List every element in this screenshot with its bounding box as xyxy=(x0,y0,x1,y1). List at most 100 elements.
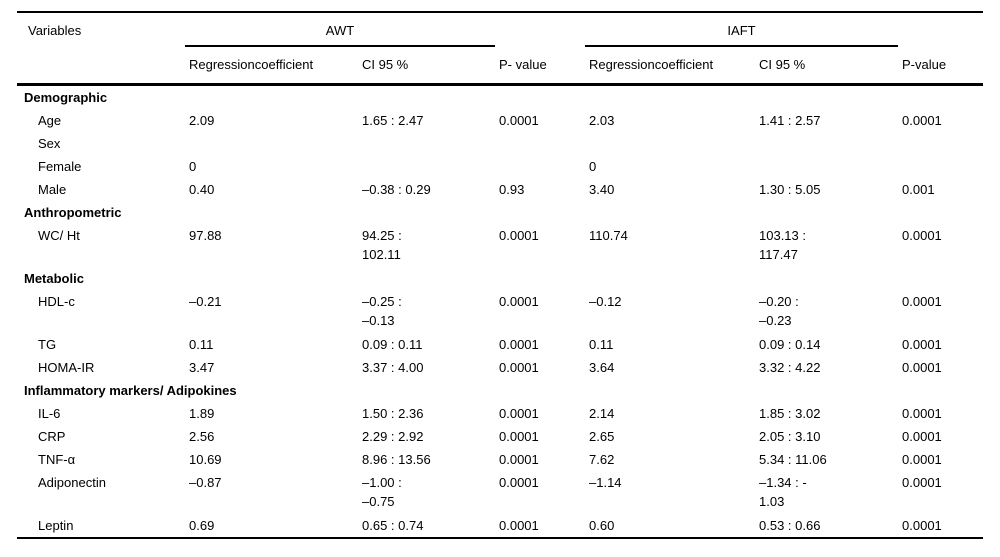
cell-iaft-coef: 3.64 xyxy=(589,359,615,375)
section-row-inflammatory-markers: Inflammatory markers/ Adipokines xyxy=(17,379,983,402)
cell-iaft-p: 0.0001 xyxy=(902,428,942,444)
cell-awt-coef: 0.40 xyxy=(189,181,215,197)
column-group-iaft: IAFT xyxy=(585,12,899,47)
cell-iaft-p: 0.0001 xyxy=(902,359,942,375)
cell-iaft-p: 0.0001 xyxy=(902,336,942,352)
cell-iaft-p: 0.0001 xyxy=(902,451,942,467)
cell-iaft-coef: 7.62 xyxy=(589,451,615,467)
row-label: TG xyxy=(38,336,57,352)
section-row-demographic: Demographic xyxy=(17,84,983,109)
cell-awt-p: 0.0001 xyxy=(499,451,539,467)
row-label: CRP xyxy=(38,428,66,444)
cell-iaft-ci: 1.85 : 3.02 xyxy=(759,405,821,421)
cell-awt-coef: 0.11 xyxy=(189,336,214,352)
cell-iaft-ci: –1.34 : - 1.03 xyxy=(759,474,807,509)
cell-iaft-p xyxy=(898,132,983,155)
cell-awt-p: 0.0001 xyxy=(499,359,539,375)
cell-awt-coef: –0.87 xyxy=(189,474,222,490)
section-row-anthropometric: Anthropometric xyxy=(17,201,983,224)
table-row-age: Age 2.09 1.65 : 2.47 0.0001 2.03 1.41 : … xyxy=(17,109,983,132)
column-header-awt-ci95: CI 95 % xyxy=(358,46,495,86)
table-row-homa-ir: HOMA-IR 3.47 3.37 : 4.00 0.0001 3.64 3.3… xyxy=(17,356,983,379)
cell-awt-ci xyxy=(358,155,495,178)
section-label: Anthropometric xyxy=(24,204,122,220)
table-row-wc-ht: WC/ Ht 97.88 94.25 : 102.11 0.0001 110.7… xyxy=(17,224,983,267)
table-row-sex: Sex xyxy=(17,132,983,155)
section-label: Inflammatory markers/ Adipokines xyxy=(24,382,237,398)
column-header-awt-regression-coefficient: Regressioncoefficient xyxy=(185,46,358,86)
column-header-awt-p-value: P- value xyxy=(495,12,585,86)
table-row-crp: CRP 2.56 2.29 : 2.92 0.0001 2.65 2.05 : … xyxy=(17,425,983,448)
cell-iaft-coef: –1.14 xyxy=(589,474,622,490)
cell-awt-ci: 1.65 : 2.47 xyxy=(362,112,424,128)
cell-awt-p: 0.0001 xyxy=(499,474,539,490)
table-row-il-6: IL-6 1.89 1.50 : 2.36 0.0001 2.14 1.85 :… xyxy=(17,402,983,425)
cell-iaft-ci: 0.09 : 0.14 xyxy=(759,336,821,352)
table-row-tnf-alpha: TNF-α 10.69 8.96 : 13.56 0.0001 7.62 5.3… xyxy=(17,448,983,471)
cell-awt-coef: 97.88 xyxy=(189,227,222,243)
table-row-male: Male 0.40 –0.38 : 0.29 0.93 3.40 1.30 : … xyxy=(17,178,983,201)
cell-awt-ci: 0.65 : 0.74 xyxy=(362,517,424,533)
cell-awt-coef: 2.09 xyxy=(189,112,215,128)
cell-iaft-ci: 3.32 : 4.22 xyxy=(759,359,821,375)
cell-awt-p: 0.0001 xyxy=(499,336,539,352)
row-label: Female xyxy=(38,158,82,174)
cell-iaft-p: 0.0001 xyxy=(902,227,942,243)
cell-iaft-coef: –0.12 xyxy=(589,293,622,309)
cell-iaft-ci: 2.05 : 3.10 xyxy=(759,428,821,444)
cell-awt-p xyxy=(495,155,585,178)
cell-iaft-ci: 5.34 : 11.06 xyxy=(759,451,827,467)
row-label: HOMA-IR xyxy=(38,359,95,375)
table-row-leptin: Leptin 0.69 0.65 : 0.74 0.0001 0.60 0.53… xyxy=(17,514,983,538)
cell-awt-ci: 3.37 : 4.00 xyxy=(362,359,424,375)
cell-iaft-ci: 0.53 : 0.66 xyxy=(759,517,821,533)
cell-iaft-coef: 2.03 xyxy=(589,112,615,128)
section-label: Metabolic xyxy=(24,270,84,286)
cell-iaft-ci xyxy=(755,155,898,178)
row-label: TNF-α xyxy=(38,451,76,467)
cell-iaft-ci xyxy=(755,132,898,155)
cell-awt-coef: 0 xyxy=(189,158,197,174)
cell-awt-coef: –0.21 xyxy=(189,293,222,309)
cell-awt-ci: 8.96 : 13.56 xyxy=(362,451,431,467)
cell-awt-coef: 3.47 xyxy=(189,359,215,375)
cell-iaft-p: 0.0001 xyxy=(902,405,942,421)
section-row-metabolic: Metabolic xyxy=(17,267,983,290)
row-label: Leptin xyxy=(38,517,74,533)
row-label: IL-6 xyxy=(38,405,61,421)
cell-awt-ci: –1.00 : –0.75 xyxy=(362,474,402,509)
cell-iaft-p: 0.0001 xyxy=(902,474,942,490)
cell-awt-ci: –0.25 : –0.13 xyxy=(362,293,402,328)
cell-awt-p: 0.0001 xyxy=(499,428,539,444)
table-row-female: Female 0 0 xyxy=(17,155,983,178)
cell-awt-ci: 94.25 : 102.11 xyxy=(362,227,402,262)
column-header-variables: Variables xyxy=(17,12,185,86)
table-row-adiponectin: Adiponectin –0.87 –1.00 : –0.75 0.0001 –… xyxy=(17,471,983,514)
table-row-tg: TG 0.11 0.09 : 0.11 0.0001 0.11 0.09 : 0… xyxy=(17,333,983,356)
cell-awt-ci: 0.09 : 0.11 xyxy=(362,336,423,352)
column-header-iaft-p-value: P-value xyxy=(898,12,984,86)
column-header-iaft-regression-coefficient: Regressioncoefficient xyxy=(585,46,755,86)
cell-iaft-coef: 2.14 xyxy=(589,405,615,421)
cell-awt-p: 0.0001 xyxy=(499,517,539,533)
cell-awt-p: 0.93 xyxy=(499,181,525,197)
cell-iaft-p: 0.0001 xyxy=(902,517,942,533)
cell-awt-coef xyxy=(185,132,358,155)
cell-iaft-coef: 3.40 xyxy=(589,181,615,197)
header-row-groups: Variables AWT P- value IAFT P-value xyxy=(17,12,984,86)
cell-iaft-coef: 0.60 xyxy=(589,517,615,533)
cell-iaft-p: 0.0001 xyxy=(902,112,942,128)
cell-iaft-ci: –0.20 : –0.23 xyxy=(759,293,799,328)
cell-iaft-ci: 1.41 : 2.57 xyxy=(759,112,821,128)
cell-awt-ci: 1.50 : 2.36 xyxy=(362,405,424,421)
cell-iaft-coef: 2.65 xyxy=(589,428,615,444)
cell-awt-p: 0.0001 xyxy=(499,112,539,128)
cell-awt-p xyxy=(495,132,585,155)
cell-awt-ci: 2.29 : 2.92 xyxy=(362,428,424,444)
cell-awt-coef: 1.89 xyxy=(189,405,215,421)
cell-iaft-coef: 0.11 xyxy=(589,336,614,352)
cell-awt-p: 0.0001 xyxy=(499,293,539,309)
row-label: Adiponectin xyxy=(38,474,106,490)
regression-table: Variables AWT P- value IAFT P-value Regr… xyxy=(17,11,984,539)
